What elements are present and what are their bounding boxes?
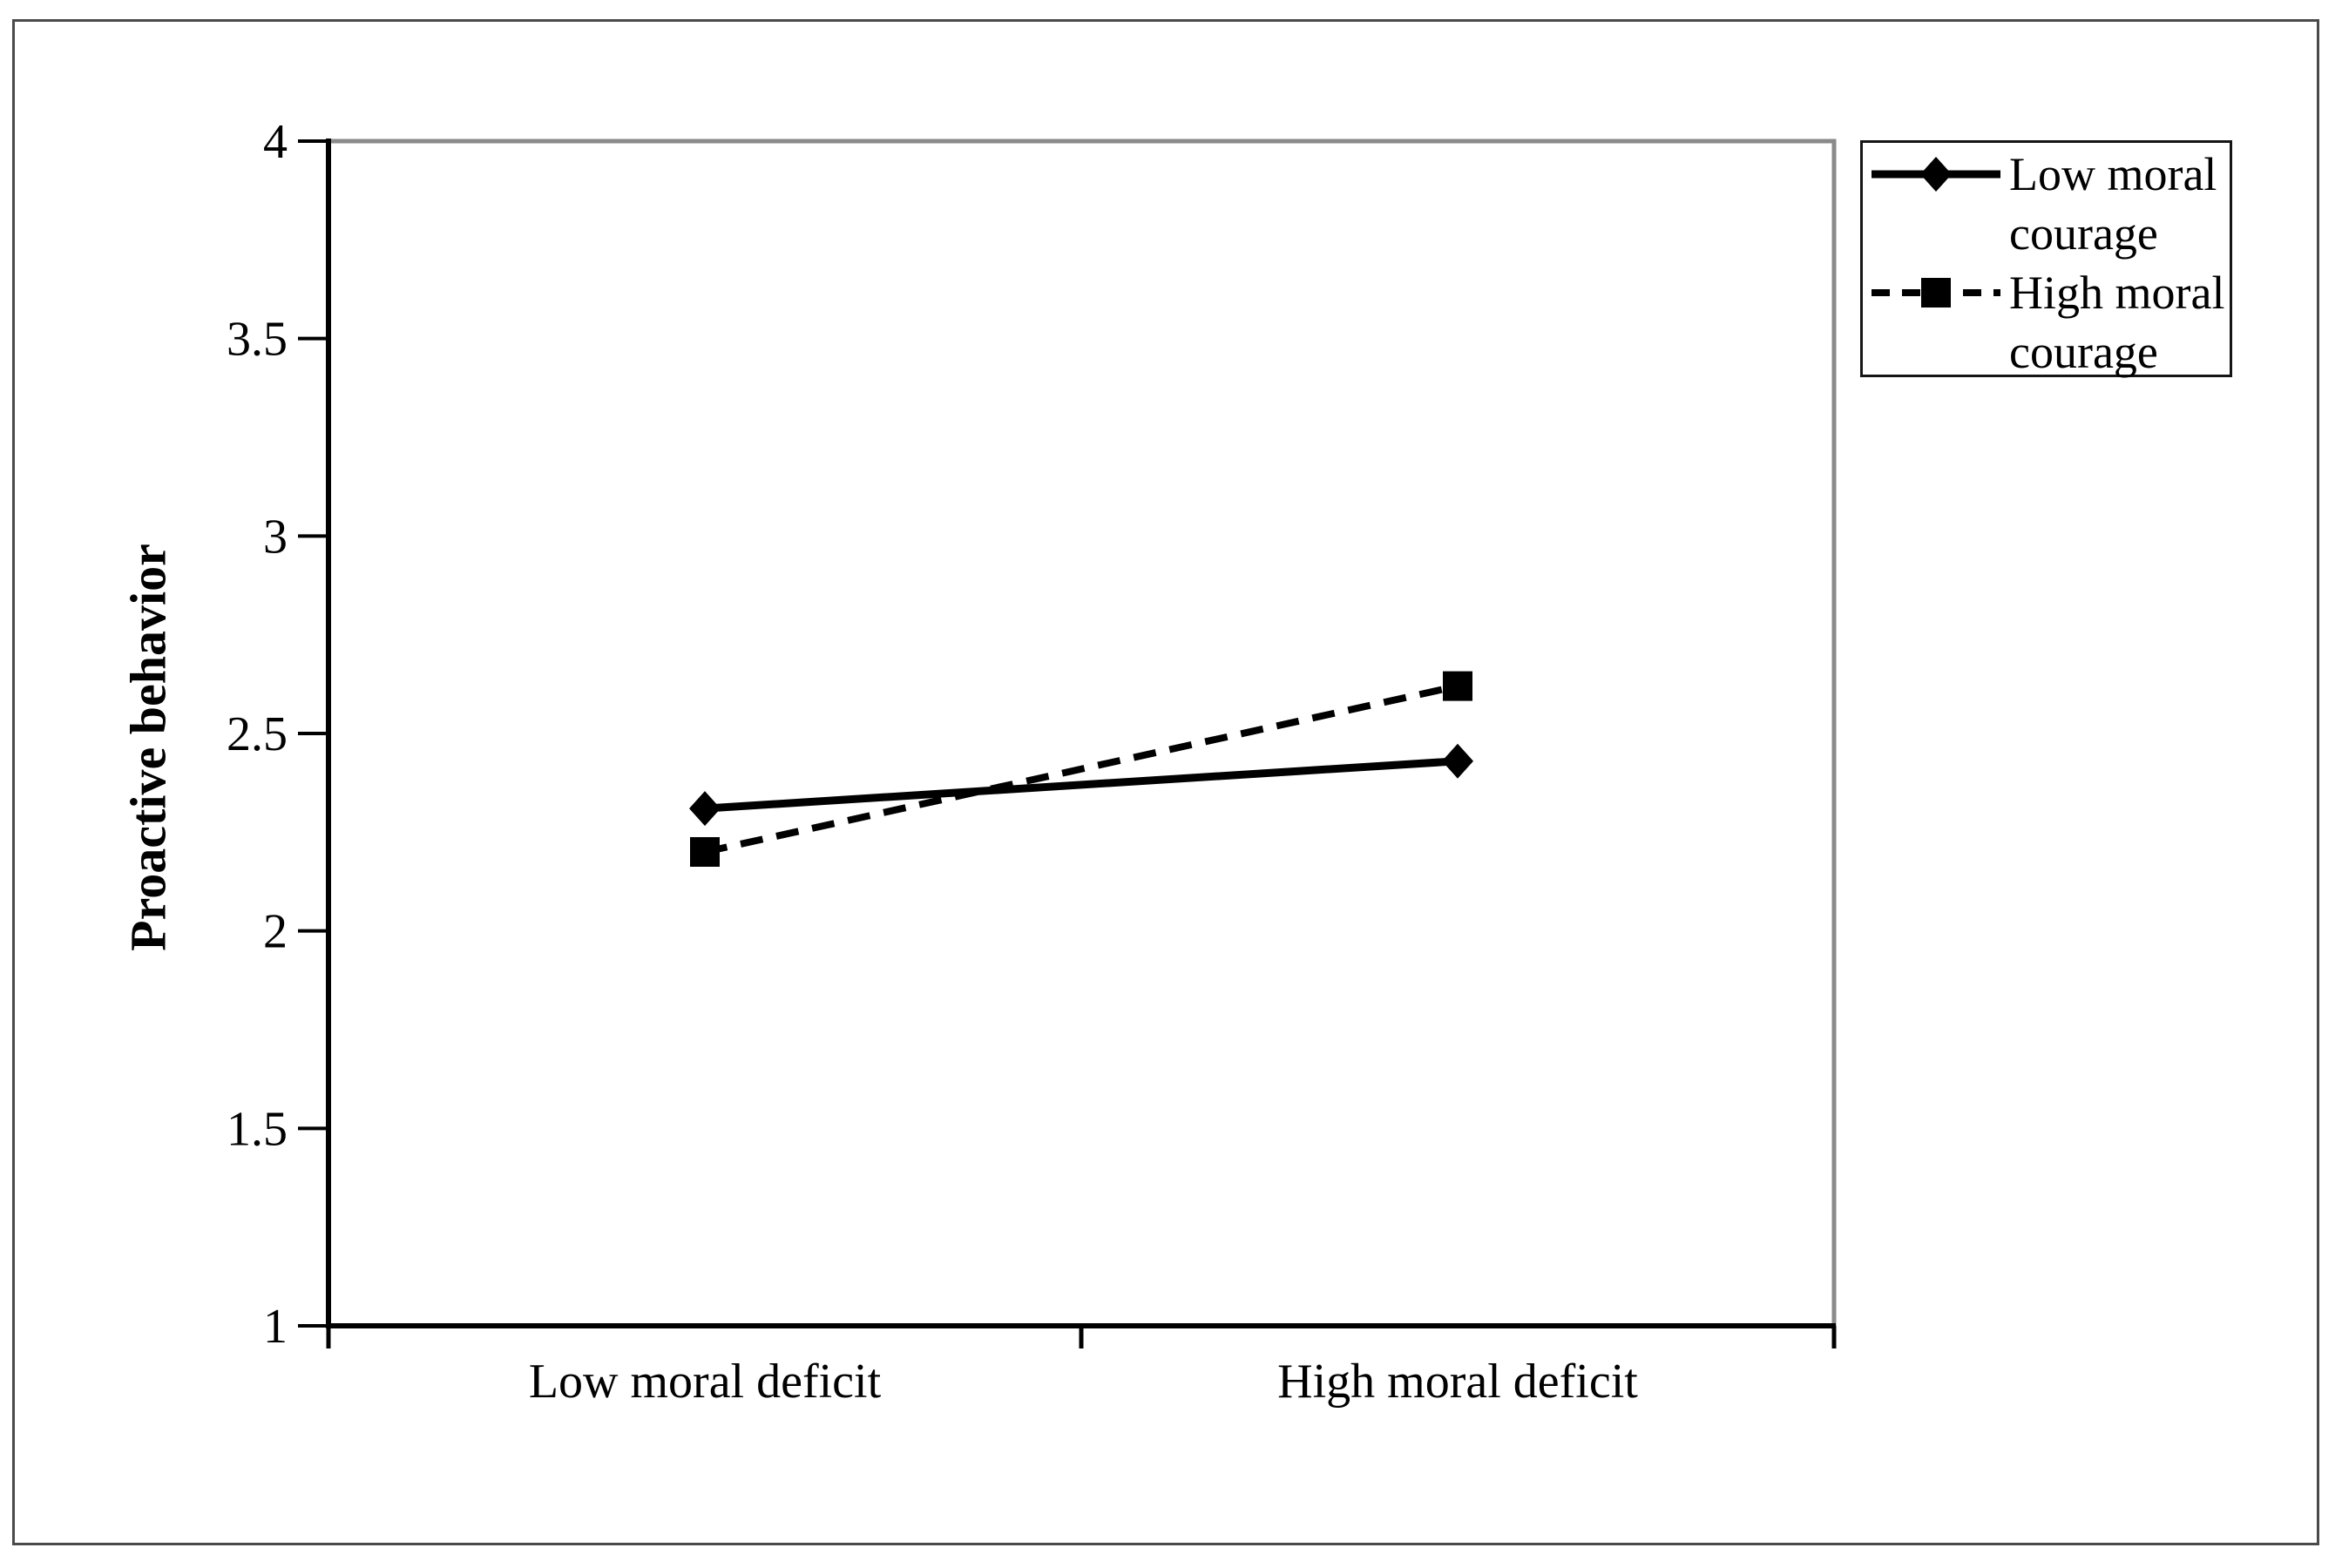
legend-entry-high-moral-courage: High moral courage — [1863, 263, 2230, 382]
y-tick-label: 1.5 — [227, 1102, 288, 1156]
y-tick-label: 2.5 — [227, 707, 288, 761]
data-point-marker-square — [690, 837, 720, 867]
legend: Low moral courage High moral courage — [1860, 140, 2232, 378]
x-category-label: High moral deficit — [1277, 1355, 1638, 1409]
legend-entry-low-moral-courage: Low moral courage — [1863, 145, 2230, 263]
x-category-label: Low moral deficit — [529, 1355, 882, 1409]
legend-label: High moral courage — [2009, 267, 2225, 378]
plot-area-border — [326, 139, 1837, 1328]
y-tick-label: 4 — [263, 115, 288, 169]
data-point-marker-diamond — [1920, 157, 1952, 192]
data-point-marker-square — [1921, 278, 1951, 308]
data-point-marker-diamond — [1442, 743, 1473, 779]
series-line-solid — [704, 757, 1459, 813]
data-point-marker-square — [1443, 671, 1472, 701]
y-tick-label: 1 — [263, 1300, 288, 1354]
legend-swatch-solid-diamond-icon — [1872, 157, 2000, 192]
data-point-marker-diamond — [689, 791, 721, 827]
y-tick-label: 3.5 — [227, 313, 288, 367]
y-tick-label: 2 — [263, 905, 288, 959]
y-axis-title: Proactive behavior — [119, 544, 177, 951]
series-line-dashed — [704, 682, 1459, 855]
legend-swatch-dashed-square-icon — [1872, 278, 2000, 308]
legend-label: Low moral courage — [2009, 148, 2217, 260]
y-tick-label: 3 — [263, 510, 288, 564]
